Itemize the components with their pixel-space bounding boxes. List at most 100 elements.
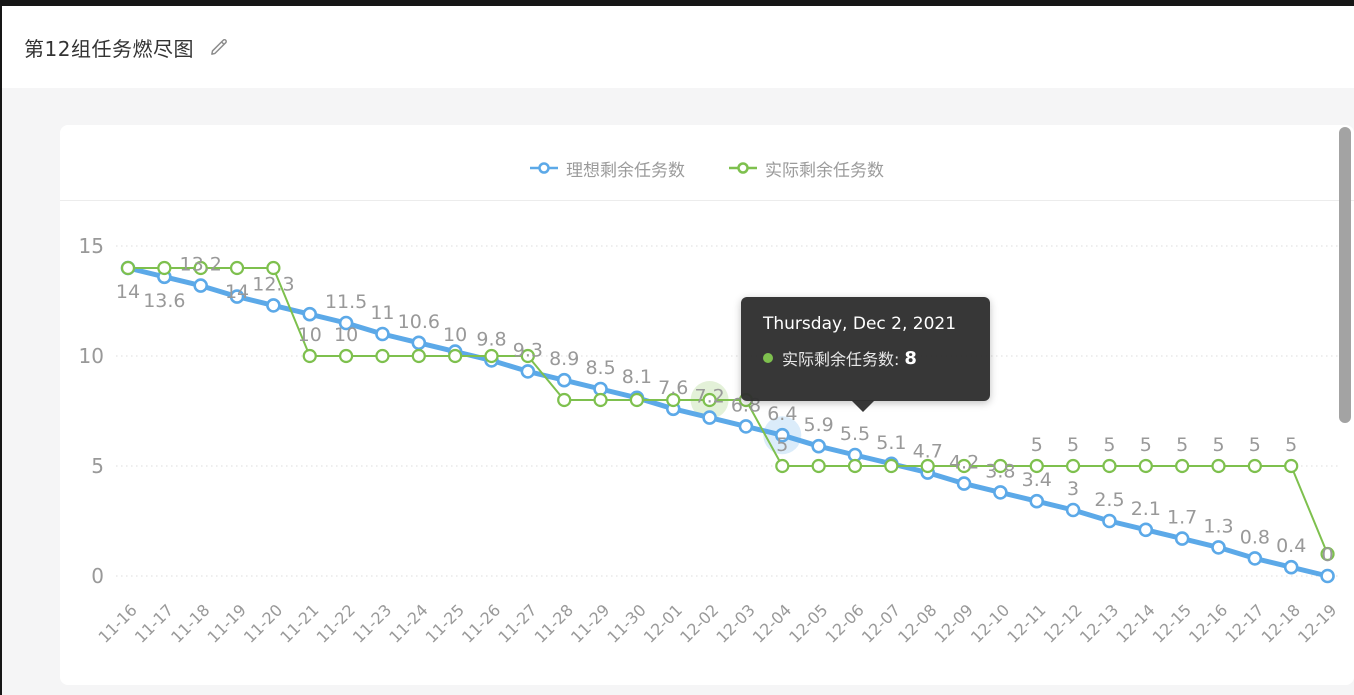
ideal-point-12-05[interactable] [811, 438, 826, 454]
ideal-point-11-21[interactable] [302, 306, 318, 322]
point-label-ideal-12-02: 7.2 [694, 386, 724, 408]
actual-point-12-09[interactable] [956, 458, 972, 474]
x-axis-tick-11-30: 11-30 [603, 600, 649, 646]
legend-actual-label: 实际剩余任务数 [765, 160, 884, 181]
actual-point-11-23[interactable] [375, 348, 390, 364]
ideal-point-12-16[interactable] [1211, 540, 1226, 555]
x-axis-tick-11-23: 11-23 [349, 600, 395, 646]
actual-point-12-16[interactable] [1211, 458, 1226, 474]
legend-ideal-line-icon [530, 162, 558, 174]
ideal-point-12-17[interactable] [1247, 551, 1263, 566]
actual-point-12-15[interactable] [1175, 458, 1190, 474]
ideal-point-11-22[interactable] [338, 315, 354, 331]
ideal-series-line[interactable] [125, 265, 1331, 579]
ideal-point-12-18[interactable] [1283, 559, 1299, 575]
point-label-actual-12-17: 5 [1249, 434, 1261, 456]
point-label-ideal-12-18: 0.4 [1276, 535, 1306, 557]
point-label-ideal-11-28: 8.9 [549, 348, 579, 370]
ideal-point-11-24[interactable] [411, 335, 427, 351]
ideal-point-11-20[interactable] [266, 298, 281, 313]
ideal-point-11-28[interactable] [556, 372, 572, 388]
actual-point-11-30[interactable] [629, 392, 645, 408]
actual-point-12-11[interactable] [1029, 458, 1044, 474]
tooltip-date: Thursday, Dec 2, 2021 [763, 314, 957, 334]
ideal-point-12-09[interactable] [956, 476, 972, 491]
point-label-ideal-11-26: 9.8 [476, 328, 506, 350]
actual-point-11-24[interactable] [411, 348, 426, 364]
x-axis-tick-12-18: 12-18 [1258, 600, 1304, 646]
actual-point-12-10[interactable] [993, 458, 1008, 474]
actual-point-11-19[interactable] [229, 260, 245, 276]
ideal-point-11-19[interactable] [229, 289, 245, 304]
point-label-actual-12-04: 5 [776, 434, 788, 456]
x-axis-tick-12-01: 12-01 [640, 600, 686, 646]
actual-point-12-05[interactable] [811, 458, 826, 474]
ideal-point-12-14[interactable] [1138, 522, 1154, 538]
ideal-point-11-23[interactable] [375, 326, 390, 342]
actual-series-line[interactable] [127, 267, 1329, 555]
tooltip-series-dot-icon [763, 353, 773, 363]
actual-point-11-29[interactable] [593, 392, 608, 408]
x-axis-tick-12-09: 12-09 [931, 600, 977, 646]
actual-point-12-12[interactable] [1065, 458, 1081, 474]
y-axis-tick-0: 0 [91, 564, 104, 588]
actual-point-12-14[interactable] [1138, 458, 1153, 474]
ideal-point-12-11[interactable] [1029, 493, 1045, 509]
point-label-ideal-12-06: 5.5 [840, 423, 870, 445]
point-label-ideal-12-11: 3.4 [1022, 469, 1052, 491]
page-header: 第12组任务燃尽图 [2, 6, 1354, 88]
actual-point-11-28[interactable] [557, 392, 572, 408]
actual-point-11-18[interactable] [193, 260, 208, 276]
x-axis-tick-11-19: 11-19 [204, 600, 250, 646]
actual-point-12-18[interactable] [1284, 458, 1299, 474]
legend-divider [60, 200, 1354, 201]
ideal-point-12-13[interactable] [1102, 513, 1117, 529]
x-axis-tick-11-25: 11-25 [422, 600, 468, 646]
actual-point-12-07[interactable] [884, 458, 899, 474]
legend-item-actual[interactable]: 实际剩余任务数 [729, 156, 884, 181]
x-axis-tick-11-20: 11-20 [240, 600, 286, 646]
actual-point-12-04[interactable] [775, 458, 790, 474]
actual-point-11-20[interactable] [266, 260, 281, 276]
ideal-point-11-18[interactable] [193, 278, 208, 293]
ideal-point-12-15[interactable] [1174, 531, 1190, 546]
actual-point-11-26[interactable] [484, 348, 499, 364]
point-label-ideal-12-01: 7.6 [658, 377, 688, 399]
point-label-actual-11-21: 10 [298, 324, 322, 346]
actual-point-12-17[interactable] [1247, 458, 1262, 474]
x-axis-tick-12-17: 12-17 [1221, 600, 1267, 646]
point-label-ideal-12-05: 5.9 [804, 414, 834, 436]
actual-point-11-27[interactable] [520, 348, 535, 364]
point-label-ideal-11-30: 8.1 [622, 366, 652, 388]
actual-point-11-16[interactable] [120, 260, 136, 276]
actual-point-12-13[interactable] [1102, 458, 1117, 474]
vertical-scrollbar-thumb[interactable] [1339, 127, 1351, 423]
x-axis-tick-11-17: 11-17 [131, 600, 177, 646]
edit-pencil-icon[interactable] [208, 36, 230, 58]
actual-point-12-02[interactable] [702, 392, 717, 408]
actual-point-11-21[interactable] [302, 348, 317, 364]
ideal-point-12-12[interactable] [1065, 502, 1081, 518]
ideal-point-12-19[interactable] [1320, 568, 1335, 584]
point-label-actual-12-15: 5 [1176, 434, 1188, 456]
ideal-point-12-10[interactable] [993, 485, 1008, 500]
y-axis-tick-5: 5 [91, 454, 104, 478]
legend-item-ideal[interactable]: 理想剩余任务数 [530, 156, 685, 181]
actual-point-11-17[interactable] [157, 260, 172, 276]
x-axis-tick-12-06: 12-06 [822, 600, 868, 646]
ideal-point-11-27[interactable] [520, 364, 536, 379]
actual-point-12-01[interactable] [666, 392, 681, 408]
tooltip-series-row: 实际剩余任务数: 8 [763, 346, 990, 370]
point-label-ideal-12-14: 2.1 [1131, 498, 1161, 520]
burndown-chart-canvas[interactable]: 05101511-1611-1711-1811-1911-2011-2111-2… [60, 125, 1354, 685]
ideal-point-12-04[interactable] [774, 427, 790, 443]
actual-point-12-08[interactable] [920, 458, 935, 474]
ideal-point-12-03[interactable] [738, 419, 754, 434]
actual-point-11-25[interactable] [448, 348, 463, 364]
actual-point-12-19[interactable] [1320, 546, 1335, 562]
actual-point-12-06[interactable] [847, 458, 863, 474]
ideal-point-12-02[interactable] [702, 410, 717, 425]
point-label-ideal-12-07: 5.1 [876, 432, 906, 454]
actual-point-11-22[interactable] [339, 348, 354, 364]
y-axis-tick-15: 15 [79, 234, 104, 258]
